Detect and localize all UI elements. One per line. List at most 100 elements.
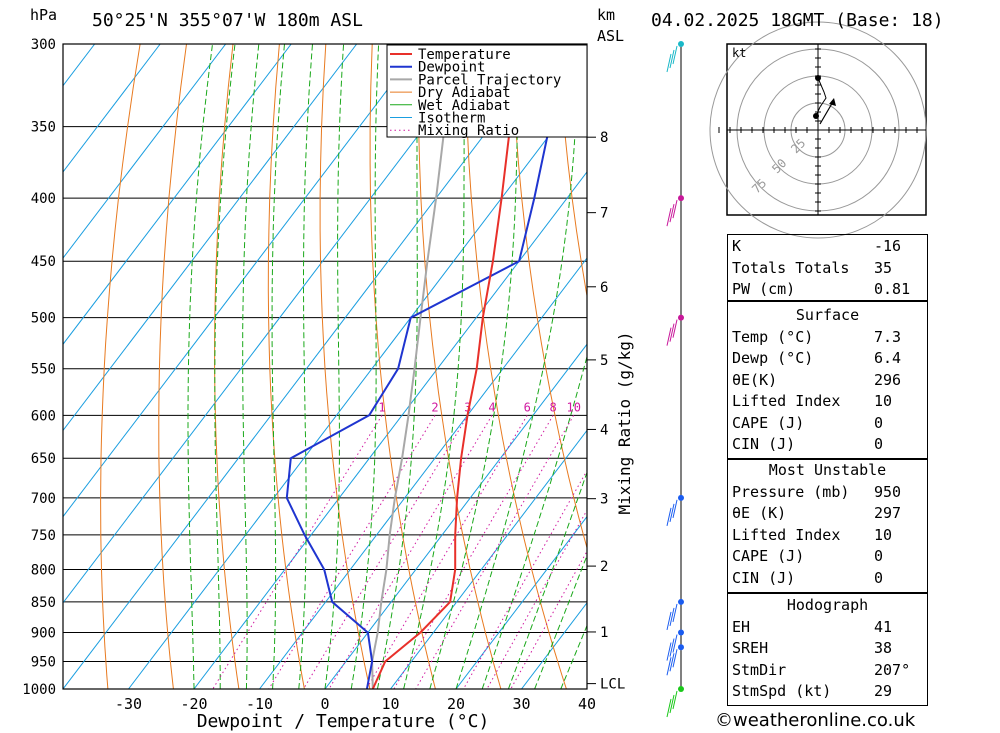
isotherm-line xyxy=(63,44,358,432)
wind-barb xyxy=(672,690,678,710)
index-row: θE (K) 297 xyxy=(732,504,923,525)
km-tick-label: 1 xyxy=(600,625,608,641)
index-key: StmDir xyxy=(732,660,787,679)
index-key: PW (cm) xyxy=(732,280,796,298)
pressure-tick-label: 650 xyxy=(31,451,56,467)
index-key: θE(K) xyxy=(732,370,778,389)
km-tick-label: LCL xyxy=(600,677,625,693)
hodograph-point xyxy=(813,113,819,119)
temperature-tick-label: 10 xyxy=(381,695,399,713)
wet-adiabat-line xyxy=(271,44,285,689)
km-label: km xyxy=(597,6,616,24)
wind-level-dot xyxy=(678,686,684,692)
index-key: Dewp (°C) xyxy=(732,349,814,367)
isotherm-line xyxy=(63,44,227,259)
mixing-ratio-line xyxy=(510,550,587,689)
isotherm-line xyxy=(324,343,587,689)
km-tick-label: 3 xyxy=(600,492,608,508)
index-key: SREH xyxy=(732,639,769,657)
footer-copyright[interactable]: ©weatheronline.co.uk xyxy=(715,710,916,731)
parcel-trajectory-line xyxy=(371,44,469,689)
mixing-ratio-axis-label: Mixing Ratio (g/kg) xyxy=(615,331,634,514)
km-tick-label: 2 xyxy=(600,559,608,575)
index-row: Temp (°C) 7.3 xyxy=(732,328,923,349)
wind-barb xyxy=(672,45,678,65)
dry-adiabat-line xyxy=(557,44,587,299)
temperature-line xyxy=(371,44,522,689)
isotherm-line xyxy=(193,171,587,689)
mixing-ratio-line xyxy=(365,415,528,689)
legend-entry: Wet Adiabat xyxy=(418,98,511,114)
temperature-tick-label: -10 xyxy=(246,695,273,713)
index-value: 0 xyxy=(874,547,884,565)
wet-adiabat-line xyxy=(429,44,519,689)
index-key: Totals Totals xyxy=(732,258,850,277)
index-value: 10 xyxy=(874,392,893,410)
wet-adiabat-line xyxy=(350,44,380,689)
wind-barb xyxy=(669,653,675,672)
temperature-tick-label: 40 xyxy=(578,695,596,713)
wind-barb xyxy=(666,611,672,631)
index-value: 7.3 xyxy=(874,327,902,346)
wet-adiabat-line xyxy=(455,44,580,689)
index-value: 950 xyxy=(874,482,902,501)
index-value: 207° xyxy=(874,660,911,679)
asl-label: ASL xyxy=(597,27,625,45)
wind-barb xyxy=(672,603,678,623)
dry-adiabat-line xyxy=(214,44,240,689)
wind-barb xyxy=(669,503,675,523)
dry-adiabat-line xyxy=(511,44,587,550)
hodograph-unit: kt xyxy=(732,46,746,60)
wind-level-dot xyxy=(678,494,684,501)
wind-barb xyxy=(666,327,672,346)
wind-level-dot xyxy=(678,644,684,651)
wet-adiabat-line xyxy=(403,44,466,689)
mixing-ratio-label: 6 xyxy=(524,400,531,414)
wind-barb xyxy=(669,323,675,342)
location-title: 50°25'N 355°07'W 180m ASL xyxy=(92,10,363,31)
pressure-tick-label: 1000 xyxy=(22,682,56,698)
index-row: CAPE (J) 0 xyxy=(732,547,923,568)
index-row: StmSpd (kt) 29 xyxy=(732,682,923,703)
km-tick-label: 7 xyxy=(600,206,608,222)
datetime-title: 04.02.2025 18GMT (Base: 18) xyxy=(651,10,944,31)
wind-barb xyxy=(672,200,678,219)
temperature-tick-label: 0 xyxy=(320,695,329,713)
pressure-tick-label: 450 xyxy=(31,254,56,270)
index-key: K xyxy=(732,237,742,255)
wind-barb xyxy=(669,49,675,69)
isotherm-line xyxy=(455,515,587,689)
index-row: Pressure (mb) 950 xyxy=(732,483,923,504)
index-key: CIN (J) xyxy=(732,568,796,587)
isotherm-line xyxy=(259,257,587,689)
index-value: -16 xyxy=(874,237,902,255)
wind-barb xyxy=(666,208,672,227)
index-key: CAPE (J) xyxy=(732,413,805,432)
index-value: 38 xyxy=(874,639,893,657)
isotherm-line xyxy=(63,44,489,604)
index-value: 35 xyxy=(874,258,893,277)
legend-box xyxy=(386,44,588,138)
hodograph-stats-box: Hodograph EH 41 SREH 38 StmDir 207° StmSpd (kt)… xyxy=(727,592,928,706)
mixing-ratio-label: 1 xyxy=(378,400,385,414)
isotherm-line xyxy=(63,44,292,346)
dry-adiabat-line xyxy=(976,44,1000,689)
km-tick-label: 6 xyxy=(600,280,608,296)
index-value: 0 xyxy=(874,413,884,432)
index-key: θE (K) xyxy=(732,504,787,522)
legend-entry: Dewpoint xyxy=(418,60,485,76)
index-key: EH xyxy=(732,617,751,636)
wind-barb xyxy=(672,649,678,668)
wet-adiabat-line xyxy=(242,44,260,689)
isotherm-line xyxy=(128,84,587,689)
indices-box: K -16 Totals Totals 35 PW (cm) 0.81 xyxy=(727,234,928,302)
isotherm-line xyxy=(390,429,587,689)
index-key: CIN (J) xyxy=(732,435,796,453)
wind-barb xyxy=(666,698,672,718)
index-row: SREH 38 xyxy=(732,639,923,660)
index-value: 10 xyxy=(874,525,893,544)
index-row: Dewp (°C) 6.4 xyxy=(732,349,923,370)
wind-level-dot xyxy=(678,314,684,321)
km-tick-label: 5 xyxy=(600,353,608,369)
dry-adiabat-line xyxy=(417,44,502,689)
